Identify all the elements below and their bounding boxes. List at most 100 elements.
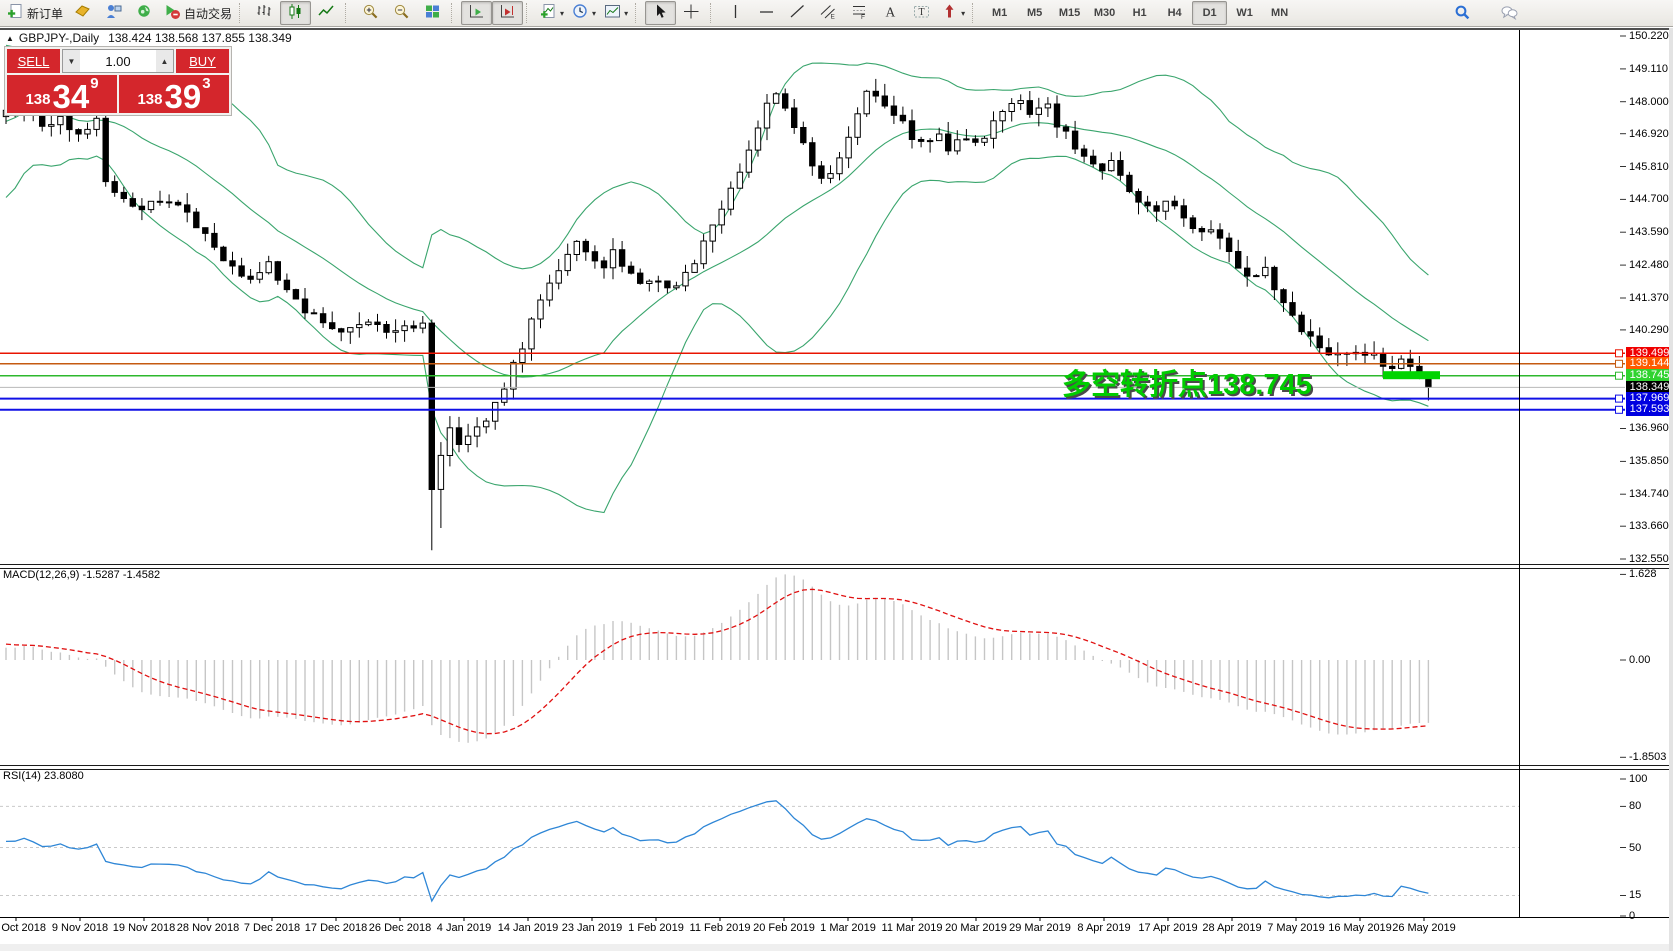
strategy-tester-button[interactable] (98, 1, 129, 25)
price-tick-label: 143.590 (1629, 226, 1669, 239)
price-tick-label: 134.740 (1629, 488, 1669, 501)
price-tick-label: 146.920 (1629, 127, 1669, 140)
date-label: 16 May 2019 (1328, 922, 1392, 934)
crosshair-button[interactable] (676, 1, 707, 25)
arrows-button[interactable]: ▾ (937, 1, 969, 25)
svg-text:A: A (886, 5, 896, 20)
timeframe-w1-button[interactable]: W1 (1227, 1, 1262, 25)
candlesticks[interactable] (2, 78, 1432, 551)
one-click-trading-panel: SELL ▼ 1.00 ▲ BUY 138 34 9 138 39 3 (4, 46, 232, 116)
metaeditor-button[interactable] (67, 1, 98, 25)
timeframe-m30-button[interactable]: M30 (1087, 1, 1122, 25)
equidistant-channel-button[interactable]: E (813, 1, 844, 25)
date-label: 26 May 2019 (1392, 922, 1456, 934)
templates-button[interactable]: ▾ (600, 1, 632, 25)
indicators-button[interactable]: ▾ (536, 1, 568, 25)
price-tick-label: 149.110 (1629, 62, 1668, 75)
text-button[interactable]: A (875, 1, 906, 25)
toolbar-button-label: 自动交易 (184, 6, 233, 21)
price-line-label: 137.593 (1626, 403, 1673, 417)
rsi-scale-label: 80 (1629, 800, 1642, 813)
text-label-button[interactable]: T (906, 1, 937, 25)
toolbar-button-label: M15 (1058, 7, 1081, 19)
bollinger-upper-band (5, 44, 1429, 276)
price-tick-label: 140.290 (1629, 323, 1669, 336)
cursor-button[interactable] (645, 1, 677, 25)
collapse-icon[interactable]: ▲ (6, 34, 14, 43)
zoom-in-button[interactable] (355, 1, 386, 25)
new-order-button[interactable]: 新订单 (3, 1, 67, 25)
volume-stepper: ▼ 1.00 ▲ (62, 49, 174, 73)
line-chart-button[interactable] (311, 1, 342, 25)
timeframe-m1-button[interactable]: M1 (982, 1, 1017, 25)
date-label: 1 Feb 2019 (628, 922, 684, 934)
price-line-anchor[interactable] (1615, 405, 1623, 414)
auto-scroll-button[interactable] (461, 1, 493, 25)
volume-value[interactable]: 1.00 (105, 53, 131, 69)
timeframe-mn-button[interactable]: MN (1262, 1, 1297, 25)
volume-down-button[interactable]: ▼ (63, 50, 80, 72)
macd-scale-label: 1.628 (1629, 568, 1657, 581)
date-label: 31 Oct 2018 (0, 922, 46, 934)
date-label: 19 Nov 2018 (112, 922, 176, 934)
vertical-line-button[interactable] (720, 1, 751, 25)
sell-button[interactable]: SELL (7, 49, 60, 73)
horizontal-line-button[interactable] (751, 1, 782, 25)
price-line-anchor[interactable] (1615, 371, 1623, 380)
timeframe-h1-button[interactable]: H1 (1122, 1, 1157, 25)
volume-up-button[interactable]: ▲ (156, 50, 173, 72)
rsi-scale-label: 100 (1629, 773, 1648, 785)
macd-signal-line (5, 588, 1429, 735)
pivot-highlight-bar[interactable] (1383, 371, 1440, 380)
chat-button[interactable] (1494, 2, 1525, 26)
periods-button[interactable]: ▾ (568, 1, 600, 25)
price-tick-label: 135.850 (1629, 455, 1669, 468)
price-tick-label: 133.660 (1629, 520, 1669, 533)
zoom-out-button[interactable] (386, 1, 417, 25)
trendline-button[interactable] (782, 1, 813, 25)
signals-button[interactable] (129, 1, 160, 25)
bar-chart-button[interactable] (249, 1, 280, 25)
timeframe-m15-button[interactable]: M15 (1052, 1, 1087, 25)
price-line-anchor[interactable] (1615, 394, 1623, 403)
autotrading-button[interactable]: 自动交易 (160, 1, 236, 25)
price-tick-label: 136.960 (1629, 422, 1669, 435)
price-line-label: 139.144 (1626, 357, 1673, 371)
price-line-anchor[interactable] (1615, 349, 1623, 358)
chart-shift-button[interactable] (492, 1, 524, 25)
search-button[interactable] (1447, 2, 1478, 26)
tile-windows-button[interactable] (417, 1, 448, 25)
toolbar-button-label: H1 (1132, 7, 1147, 19)
price-line-anchor[interactable] (1615, 359, 1623, 368)
timeframe-h4-button[interactable]: H4 (1157, 1, 1192, 25)
bollinger-bands (5, 44, 1429, 514)
buy-price-display[interactable]: 138 39 3 (119, 75, 229, 113)
macd-panel-splitter[interactable] (0, 564, 1673, 569)
toolbar-button-label: D1 (1202, 7, 1217, 19)
rsi-panel-splitter[interactable] (0, 765, 1673, 770)
signals-icon (136, 3, 153, 23)
rsi-scale-label: 0 (1629, 910, 1636, 922)
buy-button[interactable]: BUY (176, 49, 229, 73)
bar-chart-icon (256, 3, 273, 23)
date-label: 26 Dec 2018 (368, 922, 432, 934)
toolbar-button-label: M30 (1093, 7, 1116, 19)
timeframe-m5-button[interactable]: M5 (1017, 1, 1052, 25)
price-tick-label: 150.220 (1629, 30, 1669, 42)
pivot-annotation[interactable]: 多空转折点138.745 (1062, 369, 1312, 401)
chevron-down-icon: ▾ (624, 8, 629, 18)
timeframe-d1-button[interactable]: D1 (1192, 1, 1228, 25)
candlestick-chart-button[interactable] (280, 1, 312, 25)
horizontal-price-lines (0, 349, 1625, 414)
label-icon: T (913, 3, 930, 23)
price-line-label: 139.499 (1626, 346, 1673, 360)
zoom-out-icon (393, 3, 410, 23)
fibonacci-button[interactable]: F (844, 1, 875, 25)
sell-price-display[interactable]: 138 34 9 (7, 75, 117, 113)
rsi-panel (0, 800, 1519, 903)
rsi-line (5, 800, 1429, 903)
chat-icon (1501, 4, 1518, 24)
date-label: 23 Jan 2019 (561, 922, 623, 934)
tester-icon (105, 3, 122, 23)
